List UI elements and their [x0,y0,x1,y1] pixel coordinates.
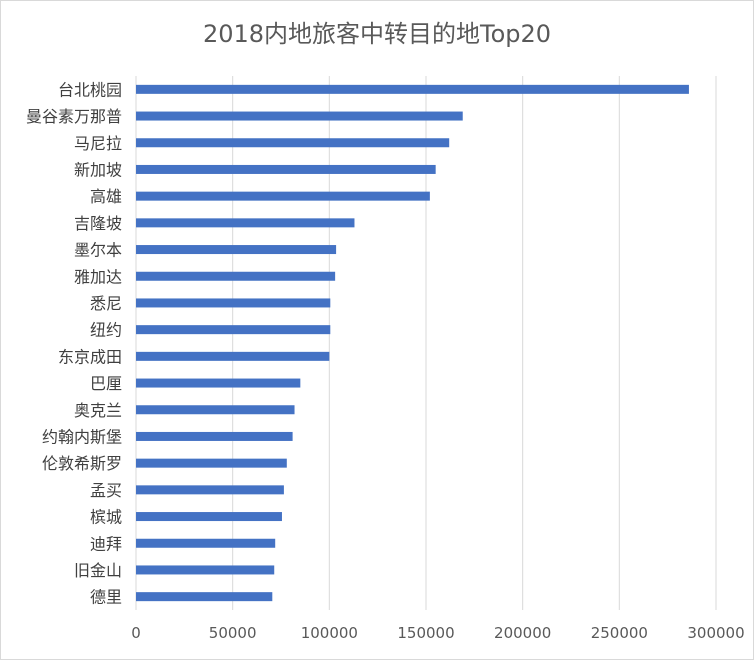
bar [136,218,355,228]
bar [136,485,284,495]
category-label: 新加坡 [74,160,122,179]
x-tick-labels: 0 50000 100000 150000 200000 250000 300000 [131,624,744,642]
category-label: 东京成田 [58,347,122,366]
bar [136,458,287,468]
category-label: 台北桃园 [58,80,122,99]
bar [136,592,273,602]
category-label: 伦敦希斯罗 [42,454,122,473]
category-label: 槟城 [90,508,122,527]
x-tick-label: 250000 [591,624,648,642]
category-label: 马尼拉 [74,134,122,153]
bar [136,512,282,522]
grid-lines [135,76,717,610]
x-tick-label: 0 [131,624,141,642]
bar [136,245,337,255]
bar [136,538,276,548]
category-label: 奥克兰 [74,401,122,420]
category-label: 雅加达 [74,267,122,286]
category-label: 高雄 [90,187,122,206]
bars [136,84,689,602]
x-tick-label: 300000 [687,624,744,642]
bar [136,378,301,388]
bar [136,111,463,121]
bar [136,565,275,575]
category-label: 墨尔本 [74,241,122,260]
x-tick-label: 150000 [397,624,454,642]
bar [136,351,330,361]
bar [136,191,430,201]
bar [136,405,295,415]
category-label: 巴厘 [90,374,122,393]
category-label: 悉尼 [90,294,122,313]
category-label: 吉隆坡 [74,214,122,233]
bar [136,164,436,174]
bar [136,271,336,281]
category-label: 旧金山 [74,561,122,580]
bar [136,84,689,94]
category-label: 迪拜 [90,534,122,553]
category-label: 曼谷素万那普 [26,107,122,126]
category-label: 纽约 [90,321,122,340]
category-label: 孟买 [90,481,122,500]
x-tick-label: 50000 [209,624,257,642]
x-tick-label: 200000 [494,624,551,642]
category-label: 德里 [90,588,122,607]
chart-title: 2018内地旅客中转目的地Top20 [202,20,552,48]
category-labels: 台北桃园曼谷素万那普马尼拉新加坡高雄吉隆坡墨尔本雅加达悉尼纽约东京成田巴厘奥克兰… [26,80,122,606]
category-label: 约翰内斯堡 [42,427,122,446]
bar [136,298,331,308]
bar [136,431,293,441]
bar [136,138,450,148]
bar [136,325,331,335]
x-tick-label: 100000 [301,624,358,642]
